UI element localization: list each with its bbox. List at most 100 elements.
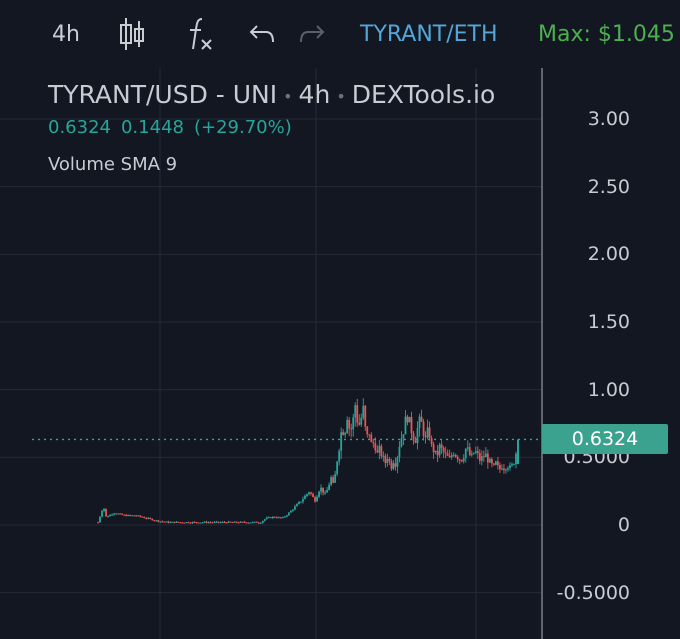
candle-body <box>394 463 397 467</box>
candle-body <box>119 513 122 515</box>
legend-values: 0.6324 0.1448 (+29.70%) <box>48 117 495 138</box>
candle-body <box>219 522 222 524</box>
candle-body <box>137 515 140 517</box>
candle-body <box>304 495 306 500</box>
candle-body <box>372 442 375 444</box>
candle-body <box>217 521 220 523</box>
candle-body <box>426 427 429 438</box>
price-chart[interactable] <box>0 68 680 639</box>
candle-body <box>221 521 224 523</box>
candle-body <box>398 446 401 458</box>
candle-body <box>492 463 495 465</box>
candle-body <box>249 522 252 524</box>
y-tick-label: 1.00 <box>587 378 630 401</box>
candle-body <box>318 491 320 497</box>
y-tick-label: 2.50 <box>587 175 630 198</box>
candle-body <box>450 455 453 458</box>
candle-body <box>501 468 503 470</box>
candle-body <box>109 514 111 517</box>
candle-body <box>468 447 471 456</box>
candle-body <box>484 453 487 458</box>
candle-body <box>163 521 166 523</box>
candle-body <box>456 456 459 460</box>
candle-body <box>237 522 240 524</box>
interval-button[interactable]: 4h <box>52 21 80 47</box>
candle-body <box>235 521 238 523</box>
candle-body <box>356 405 359 423</box>
candle-body <box>191 521 194 523</box>
candle-body <box>396 457 399 467</box>
candle-body <box>263 519 266 521</box>
candle-body <box>310 492 312 494</box>
candle-body <box>517 439 519 465</box>
candle-body <box>406 416 409 423</box>
candle-body <box>515 453 517 465</box>
candle-body <box>324 492 326 494</box>
candle-body <box>428 427 431 439</box>
candles-icon[interactable] <box>118 14 146 54</box>
candle-body <box>422 421 425 436</box>
candle-body <box>390 461 393 469</box>
candle-body <box>143 517 146 519</box>
candle-body <box>195 521 198 523</box>
candle-body <box>478 453 481 461</box>
candle-body <box>183 522 186 524</box>
candle-body <box>386 459 389 463</box>
candle-body <box>507 468 509 470</box>
candle-body <box>103 508 105 511</box>
candle-body <box>436 450 439 456</box>
undo-icon[interactable] <box>248 14 276 54</box>
candle-body <box>362 405 365 418</box>
candle-body <box>189 522 192 524</box>
candle-body <box>207 522 210 524</box>
legend-change-pct: (+29.70%) <box>193 117 292 138</box>
candle-body <box>438 444 441 456</box>
candle-body <box>197 522 200 524</box>
candle-body <box>239 521 242 523</box>
candle-body <box>275 517 278 519</box>
candle-body <box>466 447 469 449</box>
candle-body <box>366 426 369 435</box>
candle-body <box>294 506 296 510</box>
candle-body <box>125 514 128 517</box>
volume-indicator-label[interactable]: Volume SMA 9 <box>48 154 178 175</box>
pair-selector[interactable]: TYRANT/ETH <box>360 21 498 47</box>
candle-body <box>334 474 337 483</box>
candle-body <box>121 513 124 515</box>
candle-body <box>380 445 383 457</box>
candle-body <box>370 434 373 443</box>
chart-toolbar: 4h TYRANT/ETH Max: $1.045 <box>0 0 680 68</box>
candle-body <box>229 521 232 523</box>
candle-body <box>482 456 485 458</box>
candle-body <box>107 516 109 518</box>
candle-body <box>97 522 99 524</box>
candle-body <box>209 522 212 524</box>
candle-body <box>404 416 407 435</box>
redo-icon[interactable] <box>298 14 326 54</box>
candle-body <box>145 517 148 519</box>
candle-body <box>117 513 119 515</box>
candle-body <box>328 484 331 491</box>
candle-body <box>129 515 132 517</box>
candle-body <box>511 464 513 466</box>
candle-body <box>494 461 497 465</box>
candle-body <box>410 416 413 434</box>
candle-body <box>269 517 272 519</box>
candle-body <box>241 521 244 523</box>
candle-body <box>281 517 284 519</box>
candle-body <box>364 405 367 427</box>
candle-body <box>227 521 230 523</box>
chart-grid <box>0 68 542 639</box>
candle-body <box>348 419 351 429</box>
candle-body <box>215 521 218 523</box>
indicators-icon[interactable] <box>186 14 214 54</box>
candle-body <box>344 432 347 435</box>
candle-body <box>424 435 427 438</box>
candle-body <box>277 517 280 519</box>
candle-body <box>320 487 322 492</box>
candle-body <box>330 477 333 485</box>
candle-body <box>157 520 160 522</box>
candle-body <box>448 455 451 458</box>
candle-body <box>169 522 172 524</box>
candle-body <box>434 450 437 453</box>
